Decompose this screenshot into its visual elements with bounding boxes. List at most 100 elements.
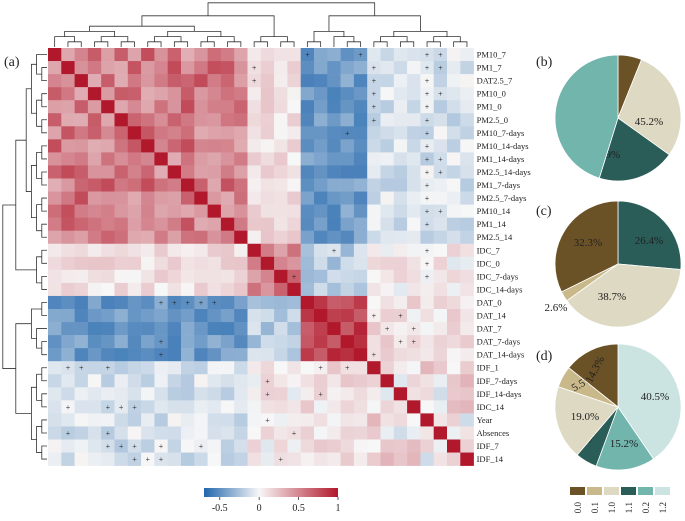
heatmap-cell (274, 230, 288, 245)
heatmap-cell (433, 400, 448, 414)
dendrogram-link (31, 165, 37, 219)
heatmap-cell (194, 426, 208, 440)
heatmap-cell (380, 322, 395, 336)
heatmap-cell (114, 282, 129, 297)
heatmap-cell (220, 426, 235, 440)
heatmap-cell (127, 282, 142, 297)
heatmap-cell (340, 335, 355, 349)
heatmap-cell (114, 126, 129, 140)
heatmap-cell (407, 335, 421, 349)
heatmap-cell (181, 452, 195, 466)
heatmap-cell (181, 217, 195, 231)
heatmap-cell (247, 61, 262, 75)
heatmap-cell (207, 269, 222, 284)
heatmap-cell (61, 139, 75, 153)
heatmap-cell (260, 361, 275, 375)
heatmap-cell (181, 361, 195, 375)
heatmap-cell (247, 48, 262, 62)
heatmap-cell (420, 204, 434, 218)
heatmap-cell (220, 439, 235, 453)
heatmap-cell (234, 113, 248, 127)
heatmap-cell (300, 387, 315, 401)
heatmap-cell (181, 374, 195, 388)
heatmap-cell (393, 126, 408, 140)
heatmap-cell (407, 126, 421, 140)
heatmap-cell (433, 387, 448, 401)
heatmap-cell (220, 204, 235, 218)
heatmap-cell (260, 178, 275, 192)
heatmap-cell (220, 243, 235, 258)
heatmap-cell (101, 191, 115, 205)
heatmap-cell (114, 217, 129, 231)
heatmap-cell (48, 61, 62, 75)
heatmap-cell (101, 113, 115, 127)
dendrogram-link (94, 41, 109, 47)
heatmap-cell (393, 361, 408, 375)
heatmap-cell (407, 348, 421, 362)
heatmap-cell (234, 374, 248, 388)
heatmap-cell (207, 335, 222, 349)
heatmap-cell (393, 452, 408, 466)
heatmap-cell (353, 348, 368, 362)
heatmap-cell (114, 152, 129, 166)
heatmap-cell (274, 309, 288, 323)
heatmap-cell (340, 100, 355, 114)
heatmap-cell (327, 387, 341, 401)
dendrogram-link (260, 36, 288, 42)
heatmap-cell (234, 100, 248, 114)
significance-marker: + (278, 455, 283, 464)
heatmap-cell (247, 335, 262, 349)
heatmap-cell (220, 282, 235, 297)
row-label: PM10_14-days (477, 141, 529, 151)
significance-marker: + (265, 377, 270, 386)
heatmap-cell (101, 335, 115, 349)
heatmap-cell (247, 178, 262, 192)
heatmap-cell (114, 113, 129, 127)
heatmap-cell (300, 413, 315, 427)
heatmap-cell (340, 387, 355, 401)
heatmap-cell (194, 87, 208, 101)
heatmap-cell (340, 256, 355, 271)
heatmap-cell (447, 348, 461, 362)
heatmap-cell (300, 374, 315, 388)
heatmap-cell (181, 426, 195, 440)
heatmap-cell (314, 100, 328, 114)
heatmap-cell (207, 74, 222, 88)
heatmap-cell (141, 387, 155, 401)
heatmap-cell (353, 100, 368, 114)
heatmap-cell (194, 374, 208, 388)
heatmap-cell (260, 204, 275, 218)
heatmap-cell (127, 295, 142, 310)
heatmap-cell (194, 61, 208, 75)
heatmap-cell (447, 139, 461, 153)
heatmap-cell (141, 165, 155, 179)
heatmap-cell (127, 230, 142, 245)
heatmap-cell (48, 282, 62, 297)
heatmap-cell (234, 282, 248, 297)
heatmap-cell (380, 230, 395, 245)
heatmap-cell (220, 113, 235, 127)
heatmap-cell (114, 426, 129, 440)
heatmap-cell (380, 126, 395, 140)
heatmap-cell (380, 335, 395, 349)
heatmap-cell (167, 309, 182, 323)
pie-slice-label: 15.2% (610, 438, 638, 450)
significance-marker: + (159, 298, 164, 307)
heatmap-cell (154, 139, 168, 153)
heatmap-cell (433, 165, 448, 179)
left-dendrogram (2, 54, 47, 460)
heatmap-cell (114, 309, 129, 323)
significance-marker: + (438, 64, 443, 73)
heatmap-cell (194, 413, 208, 427)
heatmap-cell (127, 400, 142, 414)
heatmap-cell (154, 113, 168, 127)
heatmap-cell (247, 309, 262, 323)
heatmap-cell (327, 126, 341, 140)
heatmap-cell (194, 139, 208, 153)
heatmap-cell (407, 230, 421, 245)
heatmap-cell (367, 452, 381, 466)
dendrogram-link (154, 36, 182, 42)
heatmap-cell (260, 282, 275, 297)
dendrogram-link (147, 41, 162, 47)
heatmap-cell (367, 426, 381, 440)
